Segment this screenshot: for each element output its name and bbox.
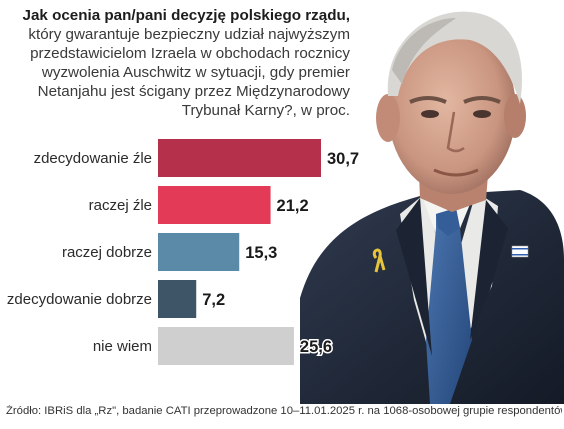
bar-5 [158, 327, 294, 365]
bar-3 [158, 233, 240, 271]
value-label: 30,7 [327, 150, 359, 168]
value-label: 15,3 [245, 244, 277, 262]
source-note: Źródło: IBRiS dla „Rz", badanie CATI prz… [6, 405, 562, 417]
category-label: zdecydowanie źle [34, 150, 152, 167]
category-label: zdecydowanie dobrze [7, 291, 152, 308]
bar-1 [158, 139, 321, 177]
chart-title: Jak ocenia pan/pani decyzję polskiego rz… [22, 7, 350, 24]
category-label: raczej dobrze [62, 244, 152, 261]
category-label: raczej źle [89, 197, 152, 214]
bar-2 [158, 186, 271, 224]
bar-4 [158, 280, 197, 318]
category-label: nie wiem [93, 338, 152, 355]
value-label: 7,2 [202, 291, 225, 309]
chart-subtitle: który gwarantuje bezpieczny udział najwy… [28, 26, 350, 119]
chart-heading: Jak ocenia pan/pani decyzję polskiego rz… [10, 6, 350, 120]
value-label: 21,2 [277, 197, 309, 215]
value-label: 25,6 [300, 338, 332, 356]
